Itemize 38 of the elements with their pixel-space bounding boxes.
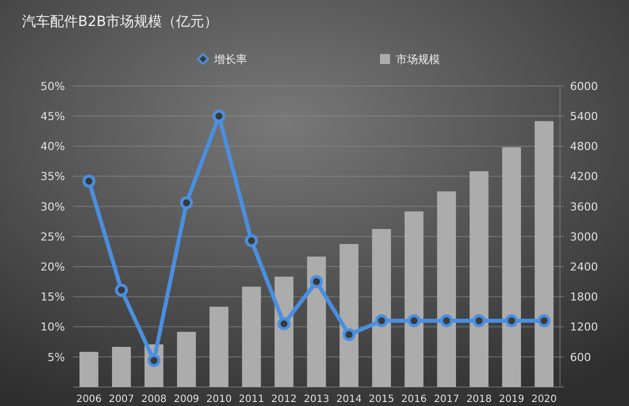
y2-tick-label: 2400 [570,260,598,274]
x-tick-label: 2019 [498,394,524,405]
y2-tick-label: 5400 [570,110,598,123]
y2-tick-label: 3000 [570,230,598,244]
x-tick-label: 2017 [434,394,460,405]
y-tick-label: 35% [40,170,65,184]
chart-title: 汽车配件B2B市场规模（亿元） [22,14,218,30]
y-tick-label: 10% [40,320,65,334]
y2-tick-label: 3600 [570,200,598,214]
x-tick-label: 2015 [368,394,394,405]
x-tick-label: 2020 [531,394,557,405]
y2-tick-label: 1200 [570,320,598,334]
x-tick-label: 2016 [401,394,427,405]
y2-tick-label: 600 [570,350,591,364]
x-tick-label: 2008 [141,394,167,405]
x-tick-label: 2012 [271,394,297,405]
y-tick-label: 25% [40,230,65,244]
y2-tick-label: 4800 [570,140,598,154]
x-tick-label: 2013 [304,394,330,405]
y-tick-label: 15% [40,290,65,304]
y-tick-label: 50% [40,80,65,93]
x-tick-label: 2006 [76,394,102,405]
y2-tick-label: 6000 [570,80,598,93]
y-tick-label: 45% [40,110,65,123]
x-tick-label: 2007 [108,394,134,405]
y-tick-label: 5% [48,350,65,364]
x-tick-label: 2011 [238,394,264,405]
x-tick-label: 2018 [466,394,492,405]
y-tick-label: 20% [40,260,65,274]
y-tick-label: 40% [40,140,65,154]
legend-label: 市场规模 [396,53,440,66]
y2-tick-label: 1800 [570,290,598,304]
y-tick-label: 30% [40,200,65,214]
y2-tick-label: 4200 [570,170,598,184]
legend-label: 增长率 [213,53,247,66]
x-tick-label: 2014 [336,394,362,405]
x-tick-label: 2010 [206,394,232,405]
x-tick-label: 2009 [174,394,200,405]
